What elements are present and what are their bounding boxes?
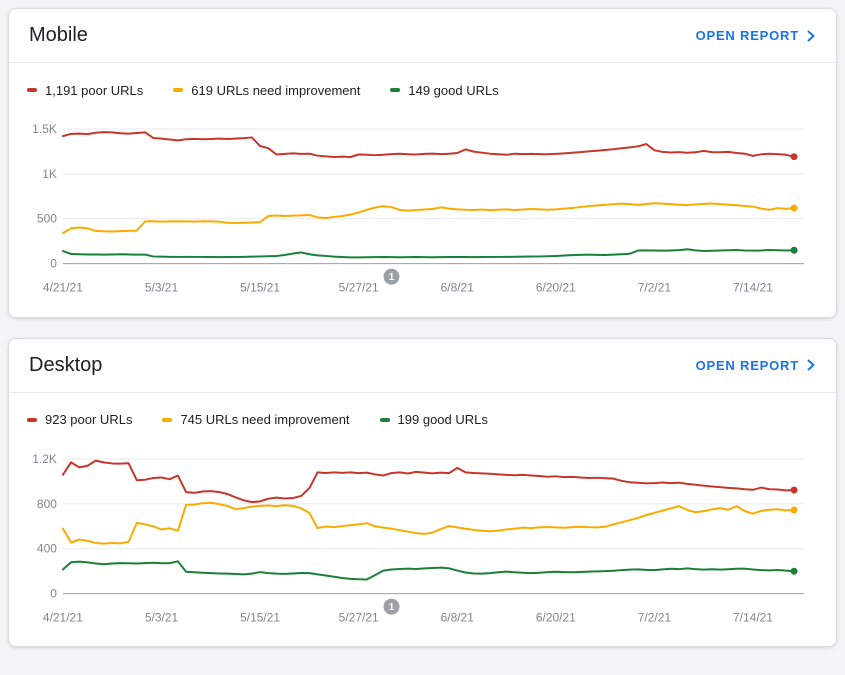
svg-text:4/21/21: 4/21/21 (43, 281, 83, 295)
good-urls-swatch (379, 417, 390, 422)
needs-improvement-swatch (162, 417, 173, 422)
open-report-link-mobile[interactable]: OPEN REPORT (696, 28, 816, 43)
svg-text:1.2K: 1.2K (32, 451, 57, 465)
card-title-mobile: Mobile (29, 24, 88, 46)
poor-urls-swatch (27, 88, 37, 92)
legend-item-poor[interactable]: 1,191 poor URLs (27, 83, 143, 98)
chevron-right-icon (807, 359, 815, 371)
svg-text:5/27/21: 5/27/21 (339, 610, 379, 624)
mobile-trend-chart[interactable]: 0 500 1K 1.5K 4/21/21 5/3/21 5/15/21 5/27/21 6/8… (9, 111, 836, 307)
card-title-desktop: Desktop (29, 353, 103, 376)
svg-text:4/21/21: 4/21/21 (43, 610, 83, 624)
poor-urls-label: 923 poor URLs (45, 412, 133, 428)
poor-urls-label: 1,191 poor URLs (45, 82, 144, 98)
good-urls-swatch (390, 88, 401, 92)
legend-item-needs-improvement[interactable]: 745 URLs need improvement (162, 412, 350, 428)
svg-text:500: 500 (37, 212, 57, 226)
desktop-card-header: Desktop OPEN REPORT (9, 339, 836, 393)
legend-item-good[interactable]: 149 good URLs (390, 82, 499, 98)
svg-text:5/3/21: 5/3/21 (145, 281, 179, 295)
desktop-card: Desktop OPEN REPORT 923 poor URLs 745 UR… (8, 337, 837, 648)
mobile-card-header: Mobile OPEN REPORT (9, 9, 836, 63)
desktop-legend: 923 poor URLs 745 URLs need improvement … (9, 411, 836, 429)
needs-improvement-swatch (173, 88, 184, 92)
svg-text:0: 0 (50, 586, 57, 600)
svg-text:7/14/21: 7/14/21 (733, 281, 773, 295)
svg-text:6/8/21: 6/8/21 (441, 281, 475, 295)
svg-text:5/15/21: 5/15/21 (240, 281, 280, 295)
needs-improvement-label: 619 URLs need improvement (191, 82, 361, 98)
mobile-card: Mobile OPEN REPORT 1,191 poor URLs 619 U… (8, 8, 837, 318)
svg-text:6/8/21: 6/8/21 (441, 610, 475, 624)
svg-text:1: 1 (389, 602, 395, 613)
svg-text:800: 800 (37, 496, 57, 510)
svg-text:5/3/21: 5/3/21 (145, 610, 179, 624)
svg-text:7/2/21: 7/2/21 (638, 610, 672, 624)
needs-improvement-label: 745 URLs need improvement (180, 412, 350, 428)
svg-text:7/2/21: 7/2/21 (638, 281, 672, 295)
desktop-trend-chart[interactable]: 0 400 800 1.2K 4/21/21 5/3/21 5/15/21 5/27/21 6/… (9, 441, 836, 637)
legend-item-poor[interactable]: 923 poor URLs (27, 412, 132, 427)
svg-text:7/14/21: 7/14/21 (733, 610, 773, 624)
legend-item-needs-improvement[interactable]: 619 URLs need improvement (173, 83, 360, 98)
svg-text:5/15/21: 5/15/21 (240, 610, 280, 624)
open-report-link-desktop[interactable]: OPEN REPORT (696, 358, 816, 373)
poor-urls-swatch (27, 417, 37, 422)
legend-item-good[interactable]: 199 good URLs (379, 412, 488, 428)
svg-text:6/20/21: 6/20/21 (536, 281, 576, 295)
svg-text:1: 1 (389, 272, 395, 283)
svg-text:5/27/21: 5/27/21 (339, 281, 379, 295)
chevron-right-icon (807, 30, 815, 41)
svg-text:0: 0 (50, 257, 57, 271)
svg-text:400: 400 (37, 541, 57, 555)
good-urls-label: 199 good URLs (397, 412, 488, 428)
svg-text:1K: 1K (42, 167, 57, 181)
mobile-legend: 1,191 poor URLs 619 URLs need improvemen… (9, 81, 836, 99)
open-report-label: OPEN REPORT (695, 357, 799, 373)
svg-text:6/20/21: 6/20/21 (536, 610, 576, 624)
open-report-label: OPEN REPORT (695, 28, 799, 43)
good-urls-label: 149 good URLs (408, 82, 499, 98)
svg-text:1.5K: 1.5K (32, 122, 57, 136)
